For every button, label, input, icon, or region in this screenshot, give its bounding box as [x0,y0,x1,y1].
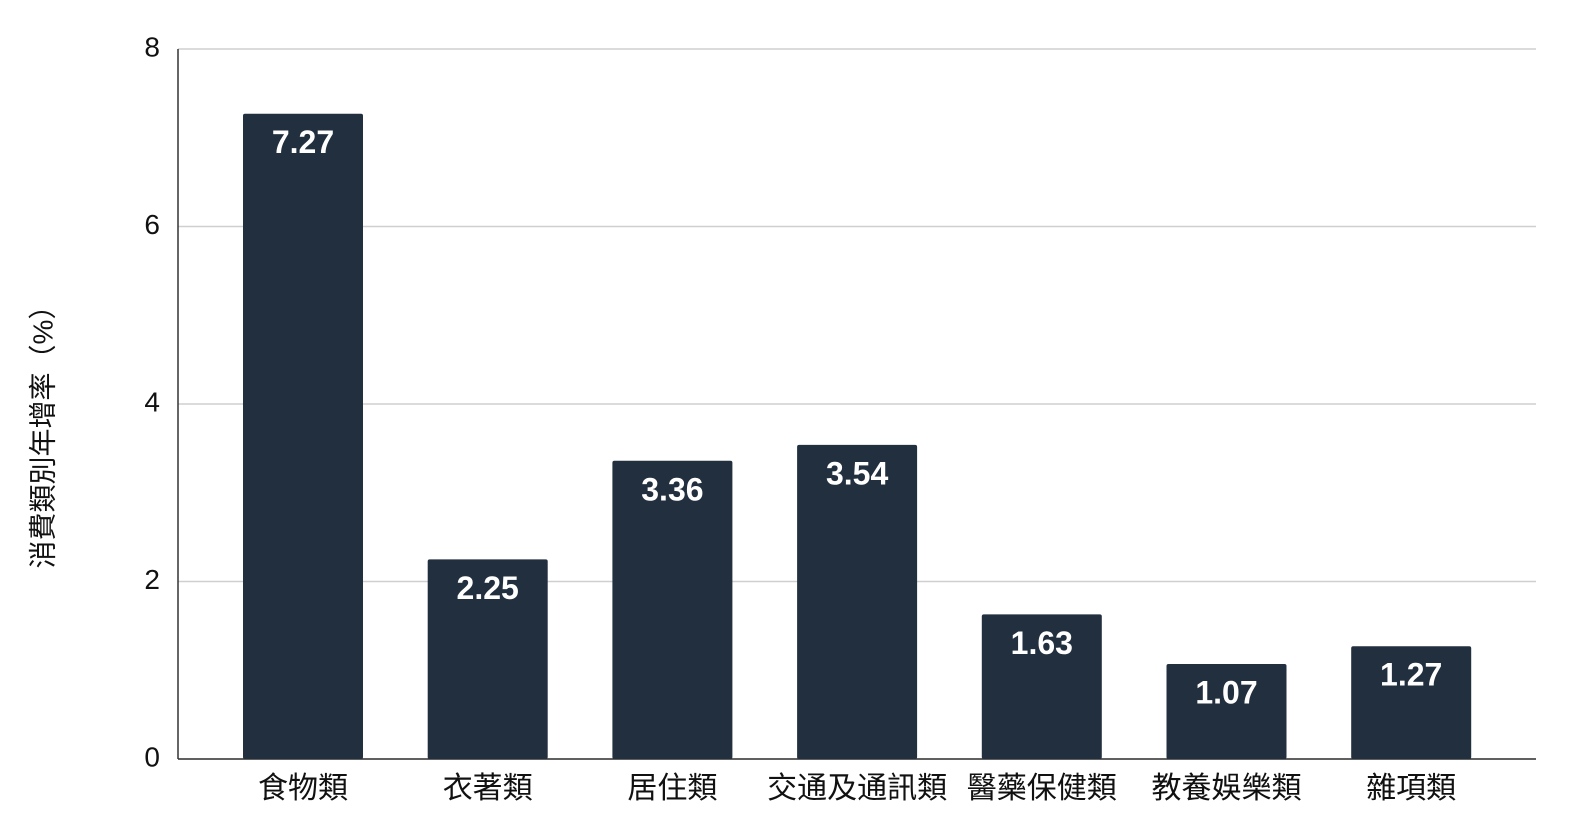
data-label: 7.27 [272,124,334,160]
y-tick-label: 6 [144,209,160,240]
y-tick-label: 2 [144,564,160,595]
x-tick-label: 醫藥保健類 [967,772,1117,805]
y-tick-label: 8 [144,31,160,62]
x-tick-label: 教養娛樂類 [1152,772,1302,805]
bar [612,460,733,759]
x-tick-label: 雜項類 [1366,772,1456,805]
data-label: 1.27 [1380,657,1442,693]
y-axis-label: 消費類別年增率（%） [27,292,58,569]
data-label: 3.36 [641,471,703,507]
bar [981,614,1102,759]
x-tick-label: 交通及通訊類 [767,772,947,805]
bar [1351,646,1472,759]
x-tick-label: 衣著類 [443,772,533,805]
data-label: 1.07 [1195,674,1257,710]
x-tick-label: 居住類 [627,772,717,805]
data-label: 2.25 [457,570,519,606]
x-tick-label: 食物類 [258,772,348,805]
bar [1166,664,1287,759]
bar [243,113,363,760]
y-tick-label: 4 [144,386,160,417]
y-tick-label: 0 [144,741,160,772]
data-label: 1.63 [1011,625,1073,661]
bar [427,559,548,759]
data-label: 3.54 [826,455,888,491]
bar [797,444,918,759]
